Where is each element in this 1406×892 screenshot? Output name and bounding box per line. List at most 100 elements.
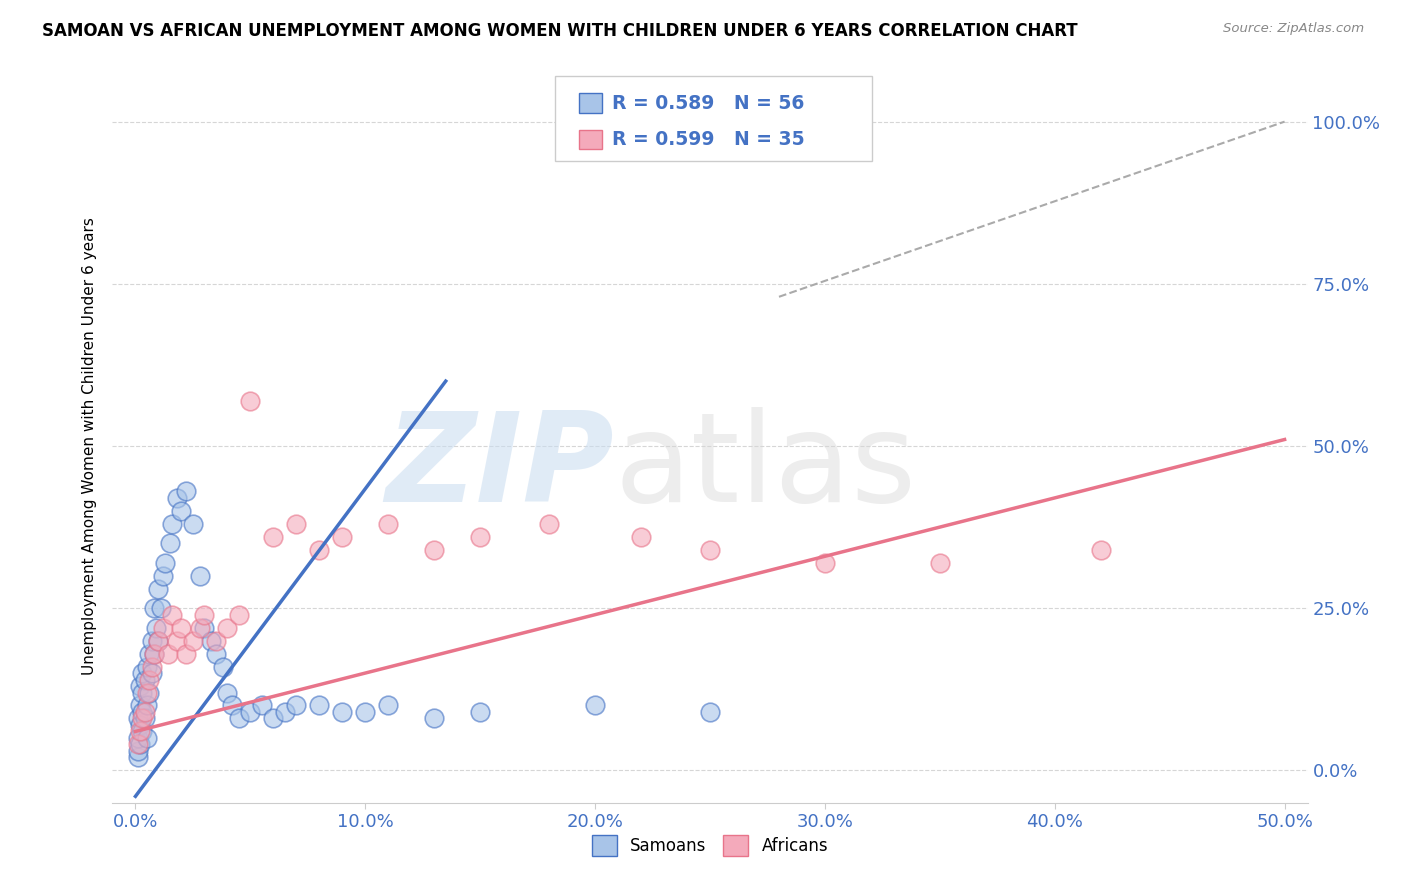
- Point: [129, 679, 152, 693]
- Point: [285, 516, 308, 531]
- Point: [141, 666, 163, 681]
- Point: [188, 621, 211, 635]
- Point: [138, 673, 160, 687]
- Text: atlas: atlas: [614, 407, 917, 528]
- Point: [162, 516, 183, 531]
- Point: [285, 698, 308, 713]
- Point: [262, 530, 284, 544]
- Point: [377, 516, 399, 531]
- Point: [170, 504, 193, 518]
- Point: [159, 536, 181, 550]
- Point: [470, 530, 492, 544]
- Point: [142, 601, 165, 615]
- Point: [170, 621, 193, 635]
- Point: [188, 568, 211, 582]
- Text: R = 0.599   N = 35: R = 0.599 N = 35: [612, 130, 804, 149]
- Point: [131, 705, 153, 719]
- Point: [330, 705, 353, 719]
- Point: [148, 633, 170, 648]
- Point: [136, 659, 159, 673]
- Point: [775, 134, 797, 148]
- Point: [149, 601, 172, 615]
- Text: Source: ZipAtlas.com: Source: ZipAtlas.com: [1223, 22, 1364, 36]
- Point: [156, 647, 179, 661]
- Point: [166, 491, 188, 505]
- Point: [470, 705, 492, 719]
- Point: [538, 516, 561, 531]
- Point: [145, 621, 167, 635]
- Text: SAMOAN VS AFRICAN UNEMPLOYMENT AMONG WOMEN WITH CHILDREN UNDER 6 YEARS CORRELATI: SAMOAN VS AFRICAN UNEMPLOYMENT AMONG WOM…: [42, 22, 1078, 40]
- Point: [127, 750, 149, 764]
- Point: [262, 711, 284, 725]
- Point: [211, 659, 233, 673]
- Point: [221, 698, 243, 713]
- Point: [138, 685, 160, 699]
- Point: [155, 556, 177, 570]
- Point: [127, 738, 149, 752]
- Point: [136, 685, 159, 699]
- Point: [814, 556, 837, 570]
- Point: [804, 134, 827, 148]
- Point: [181, 633, 204, 648]
- Point: [129, 698, 152, 713]
- Point: [142, 647, 165, 661]
- Point: [228, 711, 250, 725]
- Point: [136, 698, 159, 713]
- Point: [148, 633, 170, 648]
- Point: [127, 731, 149, 745]
- Point: [134, 705, 156, 719]
- Point: [423, 542, 446, 557]
- Point: [142, 647, 165, 661]
- Point: [134, 673, 156, 687]
- Point: [129, 724, 152, 739]
- Point: [274, 705, 297, 719]
- Point: [174, 647, 197, 661]
- Point: [239, 393, 262, 408]
- Point: [127, 711, 149, 725]
- Point: [131, 724, 153, 739]
- Point: [138, 647, 160, 661]
- Point: [217, 621, 239, 635]
- Point: [308, 698, 330, 713]
- Point: [217, 685, 239, 699]
- Point: [127, 744, 149, 758]
- Point: [583, 698, 606, 713]
- Point: [239, 705, 262, 719]
- Point: [928, 556, 950, 570]
- Point: [141, 633, 163, 648]
- Point: [193, 607, 215, 622]
- Point: [193, 621, 215, 635]
- Point: [152, 621, 174, 635]
- Point: [166, 633, 188, 648]
- Point: [136, 731, 159, 745]
- Point: [330, 530, 353, 544]
- Point: [131, 711, 153, 725]
- Text: ZIP: ZIP: [385, 407, 614, 528]
- Point: [174, 484, 197, 499]
- Text: R = 0.589   N = 56: R = 0.589 N = 56: [612, 94, 804, 112]
- Point: [377, 698, 399, 713]
- Point: [131, 685, 153, 699]
- Point: [162, 607, 183, 622]
- Point: [141, 659, 163, 673]
- Point: [423, 711, 446, 725]
- Point: [205, 647, 228, 661]
- Point: [354, 705, 377, 719]
- Point: [152, 568, 174, 582]
- Point: [131, 666, 153, 681]
- Point: [308, 542, 330, 557]
- Point: [1090, 542, 1112, 557]
- Point: [699, 705, 721, 719]
- Point: [148, 582, 170, 596]
- Point: [129, 718, 152, 732]
- Point: [181, 516, 204, 531]
- Point: [134, 711, 156, 725]
- Legend: Samoans, Africans: Samoans, Africans: [585, 829, 835, 863]
- Point: [250, 698, 273, 713]
- Point: [699, 542, 721, 557]
- Point: [205, 633, 228, 648]
- Y-axis label: Unemployment Among Women with Children Under 6 years: Unemployment Among Women with Children U…: [82, 217, 97, 675]
- Point: [630, 530, 652, 544]
- Point: [200, 633, 222, 648]
- Point: [228, 607, 250, 622]
